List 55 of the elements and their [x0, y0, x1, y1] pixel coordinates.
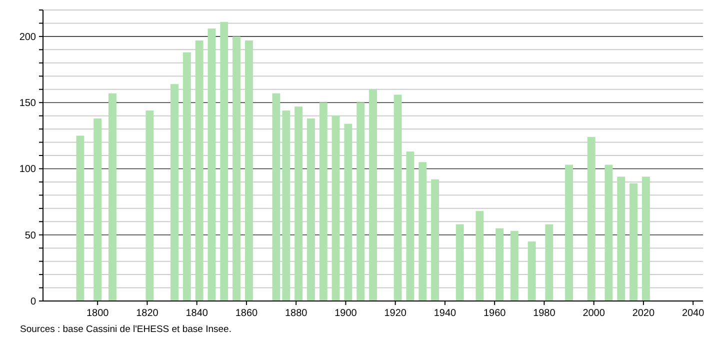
y-tick-label: 0 [30, 296, 36, 308]
bar [182, 52, 191, 301]
bar [431, 179, 439, 301]
x-tick-label: 2020 [632, 308, 656, 319]
bar [496, 228, 504, 301]
bar [418, 162, 427, 301]
x-tick-label: 2040 [682, 308, 705, 319]
y-tick-label: 150 [19, 98, 36, 110]
bar [294, 106, 303, 301]
bar [476, 211, 484, 301]
bar [282, 110, 290, 301]
bar [406, 152, 414, 301]
x-tick-label: 1980 [533, 308, 556, 319]
bar [220, 22, 228, 301]
x-tick-label: 1940 [434, 308, 457, 319]
bar [369, 89, 377, 301]
bar [232, 36, 241, 301]
bar [244, 40, 253, 301]
x-tick-label: 1880 [284, 308, 308, 319]
source-note: Sources : base Cassini de l'EHESS et base Insee. [20, 324, 232, 335]
bar [356, 102, 365, 301]
bar [630, 183, 638, 301]
x-tick-label: 1900 [334, 308, 358, 319]
bar [565, 164, 573, 301]
y-tick-label: 100 [19, 164, 36, 176]
x-tick-label: 1860 [235, 308, 258, 319]
x-tick-label: 1820 [136, 308, 159, 319]
bar [76, 136, 84, 301]
bar [456, 224, 464, 301]
bar [208, 28, 216, 301]
x-tick-label: 1800 [86, 308, 110, 319]
bar [545, 224, 554, 301]
x-tick-label: 2000 [582, 308, 606, 319]
bar [587, 136, 596, 301]
bar [272, 93, 280, 301]
x-tick-label: 1960 [483, 308, 506, 319]
bar [604, 164, 613, 301]
bar [394, 94, 402, 301]
bar [94, 118, 102, 301]
bar [146, 110, 154, 301]
bar [642, 176, 650, 301]
bar [528, 241, 536, 301]
bar [108, 93, 116, 301]
bar [307, 118, 315, 301]
bar [617, 176, 626, 301]
bar [510, 230, 518, 301]
bar [170, 84, 178, 301]
x-tick-label: 1840 [186, 308, 208, 319]
x-tick-label: 1920 [384, 308, 407, 319]
bar [344, 124, 352, 301]
bar [332, 116, 340, 301]
y-tick-label: 200 [19, 32, 36, 43]
bar [319, 102, 328, 301]
bar [195, 40, 204, 301]
y-tick-label: 50 [24, 230, 36, 242]
